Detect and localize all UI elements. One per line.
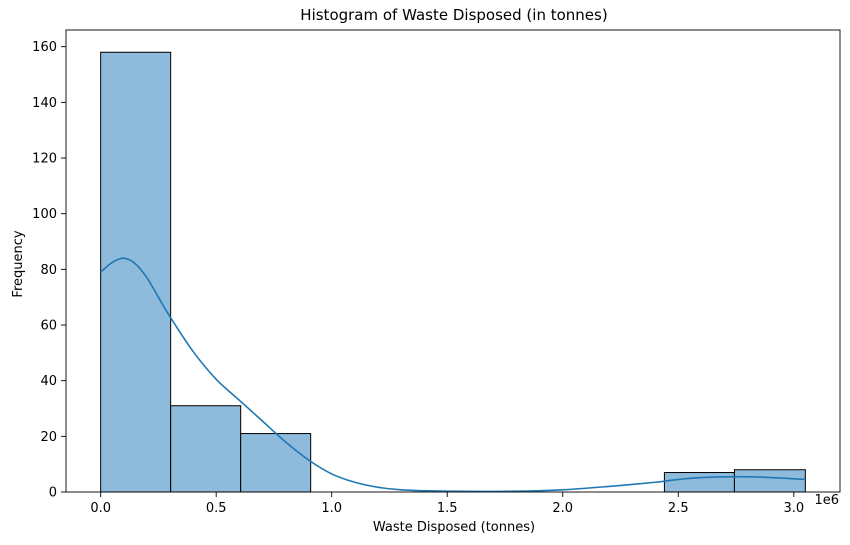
y-axis: 0 20 40 60 80 100 120 140 160 bbox=[32, 40, 66, 501]
y-tick-label: 120 bbox=[32, 152, 57, 167]
y-axis-label: Frequency bbox=[11, 230, 26, 297]
plot-frame bbox=[65, 29, 841, 493]
histogram-bar bbox=[733, 469, 806, 493]
y-tick-label: 20 bbox=[40, 430, 57, 445]
x-tick-label: 0.0 bbox=[90, 501, 111, 516]
x-tick-label: 2.0 bbox=[552, 501, 573, 516]
y-tick-label: 0 bbox=[49, 486, 57, 501]
x-tick-label: 2.5 bbox=[668, 501, 689, 516]
x-axis-offset-label: 1e6 bbox=[814, 493, 839, 508]
chart-title: Histogram of Waste Disposed (in tonnes) bbox=[300, 6, 607, 24]
plot-area bbox=[65, 29, 841, 493]
y-tick-label: 140 bbox=[32, 96, 57, 111]
histogram-bar bbox=[170, 405, 242, 493]
y-tick-label: 40 bbox=[40, 374, 57, 389]
x-tick-label: 1.5 bbox=[437, 501, 458, 516]
y-tick-label: 80 bbox=[40, 263, 57, 278]
x-axis: 0.0 0.5 1.0 1.5 2.0 2.5 3.0 bbox=[90, 492, 804, 516]
y-tick-label: 160 bbox=[32, 40, 57, 55]
x-axis-label: Waste Disposed (tonnes) bbox=[373, 520, 535, 535]
histogram-bar bbox=[663, 472, 735, 493]
x-tick-label: 1.0 bbox=[321, 501, 342, 516]
y-tick-label: 60 bbox=[40, 319, 57, 334]
histogram-bar bbox=[240, 433, 312, 493]
histogram-bar bbox=[100, 51, 172, 493]
y-tick-label: 100 bbox=[32, 207, 57, 222]
x-tick-label: 3.0 bbox=[783, 501, 804, 516]
kde-line bbox=[100, 257, 806, 493]
x-tick-label: 0.5 bbox=[206, 501, 227, 516]
